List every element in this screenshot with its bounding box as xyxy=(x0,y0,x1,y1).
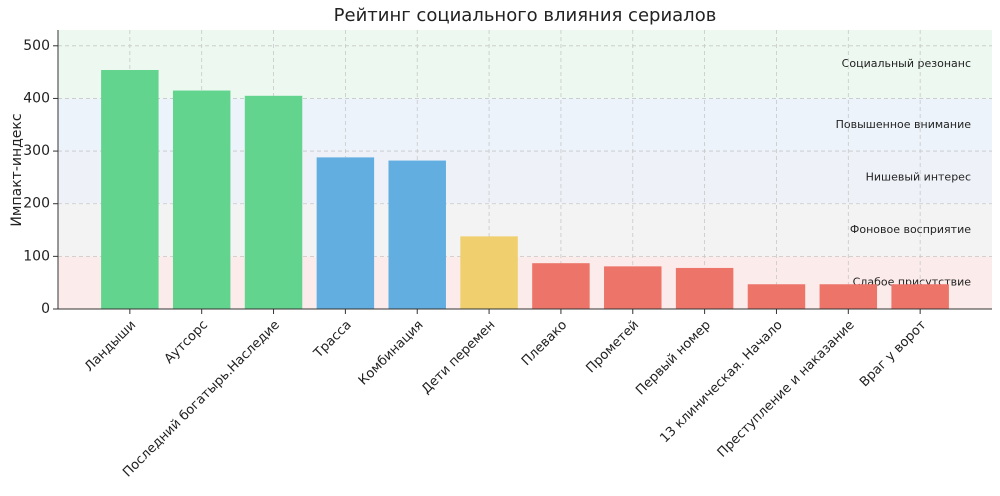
bar xyxy=(675,267,734,309)
bar xyxy=(532,263,590,309)
y-axis-label: Импакт-индекс xyxy=(9,113,25,226)
bar xyxy=(316,157,375,309)
x-tick-label: Плевако xyxy=(519,318,570,369)
x-tick-label: Аутсорс xyxy=(162,318,211,367)
y-tick-label: 100 xyxy=(23,248,50,264)
x-tick-label: 13 клиническая. Начало xyxy=(657,318,785,446)
band-label: Социальный резонанс xyxy=(842,57,971,70)
bar xyxy=(819,284,878,309)
band-label: Нишевый интерес xyxy=(866,170,971,183)
x-tick-label: Последний богатырь.Наследие xyxy=(120,318,283,481)
band xyxy=(58,30,992,99)
x-tick-label: Ландыши xyxy=(82,318,139,375)
bar xyxy=(460,236,518,309)
x-tick-label: Преступление и наказание xyxy=(715,318,858,461)
y-tick-label: 500 xyxy=(23,38,50,54)
y-tick-label: 300 xyxy=(23,143,50,159)
bar xyxy=(604,266,662,309)
x-tick-label: Первый номер xyxy=(633,318,714,399)
y-tick-label: 400 xyxy=(23,90,50,106)
chart-title: Рейтинг социального влияния сериалов xyxy=(334,5,717,26)
y-tick-label: 0 xyxy=(41,301,50,317)
bar xyxy=(244,95,303,310)
x-tick-label: Прометей xyxy=(584,318,643,377)
bar xyxy=(172,90,231,309)
y-tick-label: 200 xyxy=(23,196,50,212)
band-label: Фоновое восприятие xyxy=(850,223,971,236)
x-tick-label: Трасса xyxy=(311,318,355,362)
bar xyxy=(891,284,949,309)
band-label: Повышенное внимание xyxy=(836,118,972,131)
x-tick-label: Дети перемен xyxy=(419,318,498,397)
x-tick-label: Комбинация xyxy=(356,318,427,389)
x-tick-label: Враг у ворот xyxy=(857,317,930,390)
bar xyxy=(747,284,806,309)
bar xyxy=(101,70,159,310)
bar xyxy=(388,160,446,309)
